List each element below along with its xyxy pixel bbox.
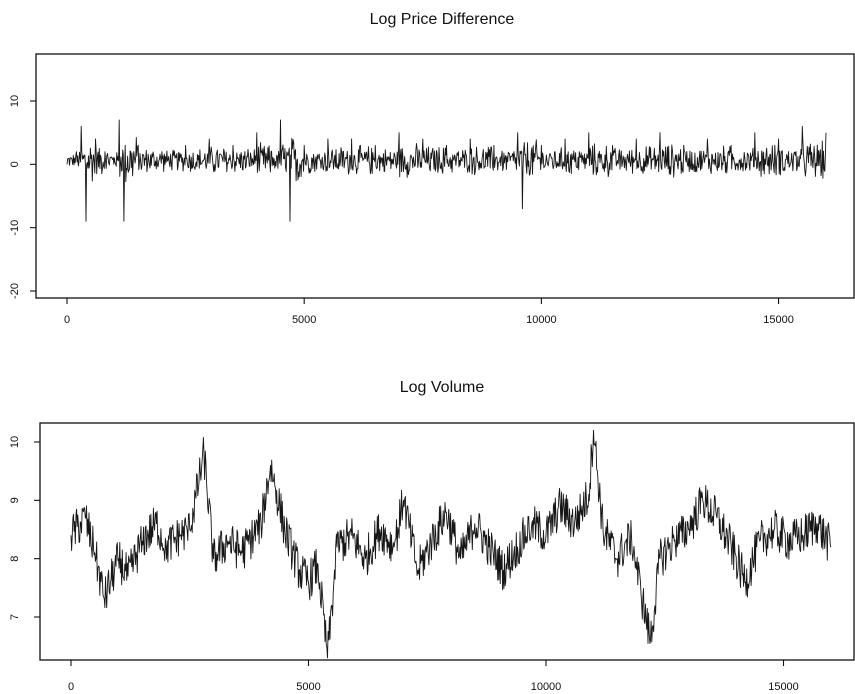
x-tick-label: 0 — [64, 314, 70, 326]
y-tick-label: 8 — [9, 556, 21, 562]
x-axis: 0 5000 10000 15000 — [68, 660, 799, 693]
y-axis: 7 8 9 10 — [9, 436, 40, 620]
plot-frame — [35, 53, 855, 299]
series-line — [70, 429, 832, 659]
x-tick-label: 5000 — [292, 314, 316, 326]
plot-frame — [39, 422, 855, 661]
x-tick-label: 15000 — [768, 681, 799, 693]
x-tick-label: 0 — [68, 681, 74, 693]
series-layer — [70, 429, 832, 659]
y-tick-label: 10 — [9, 95, 21, 107]
series-line — [66, 119, 827, 222]
chart-log-volume: Log Volume 0 5000 10000 15000 7 8 9 10 — [9, 379, 855, 693]
series-layer — [66, 119, 827, 222]
y-tick-label: 0 — [9, 161, 21, 167]
y-tick-label: 9 — [9, 497, 21, 503]
x-tick-label: 15000 — [763, 314, 794, 326]
y-tick-label: 10 — [9, 436, 21, 448]
x-tick-label: 5000 — [296, 681, 320, 693]
chart-log-price-difference: Log Price Difference 0 5000 10000 15000 -20… — [9, 11, 855, 326]
x-tick-label: 10000 — [531, 681, 562, 693]
chart-title: Log Price Difference — [370, 11, 515, 28]
x-axis: 0 5000 10000 15000 — [64, 298, 794, 326]
chart-title: Log Volume — [400, 379, 485, 396]
y-tick-label: 7 — [9, 614, 21, 620]
y-tick-label: -10 — [9, 220, 21, 236]
y-axis: -20 -10 0 10 — [9, 95, 36, 299]
x-tick-label: 10000 — [526, 314, 557, 326]
y-tick-label: -20 — [9, 283, 21, 299]
